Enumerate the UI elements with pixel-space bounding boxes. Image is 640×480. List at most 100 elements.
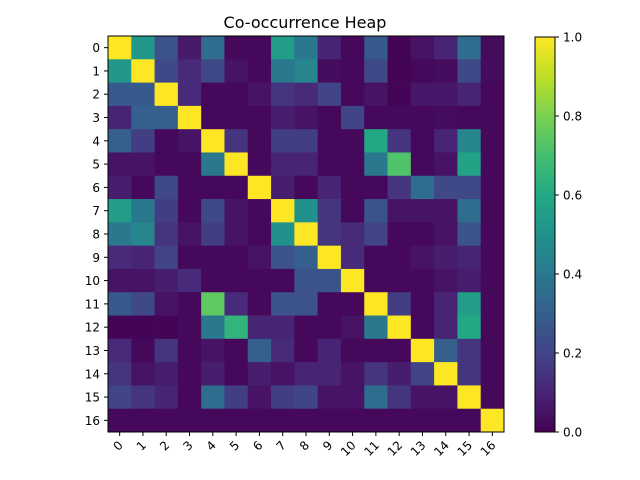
heatmap-cell-11-1 (131, 292, 155, 316)
y-tick-label: 4 (92, 134, 100, 148)
heatmap-cells (108, 36, 505, 433)
heatmap-cell-9-0 (108, 245, 132, 270)
heatmap-cell-13-1 (131, 338, 155, 363)
heatmap-cell-14-0 (108, 362, 132, 386)
heatmap-cell-6-6 (247, 175, 272, 200)
heatmap-cell-16-16 (480, 408, 505, 433)
heatmap-cell-2-16 (480, 82, 505, 107)
heatmap-cell-9-13 (410, 245, 435, 270)
heatmap-cell-5-8 (294, 152, 319, 177)
heatmap-cell-0-1 (131, 36, 155, 60)
heatmap-cell-10-12 (387, 268, 412, 293)
heatmap-cell-6-0 (108, 175, 132, 200)
heatmap-cell-11-8 (294, 292, 319, 316)
heatmap-cell-10-6 (247, 268, 272, 293)
heatmap-cell-2-2 (154, 82, 179, 107)
heatmap-cell-9-8 (294, 245, 319, 270)
y-tick-label: 10 (85, 274, 100, 288)
heatmap-cell-5-15 (457, 152, 482, 177)
heatmap-cell-10-9 (317, 268, 342, 293)
heatmap-cell-6-5 (224, 175, 249, 200)
heatmap-cell-13-9 (317, 338, 342, 363)
heatmap-cell-4-0 (108, 129, 132, 153)
heatmap-cell-0-5 (224, 36, 249, 60)
heatmap-cell-13-7 (271, 338, 295, 363)
heatmap-cell-8-12 (387, 222, 412, 247)
x-tick-label: 5 (227, 438, 242, 453)
heatmap-cell-4-1 (131, 129, 155, 153)
heatmap-cell-13-0 (108, 338, 132, 363)
heatmap-cell-0-9 (317, 36, 342, 60)
heatmap-cell-2-15 (457, 82, 482, 107)
heatmap-cell-13-12 (387, 338, 412, 363)
heatmap-cell-5-11 (364, 152, 388, 177)
heatmap-cell-1-3 (177, 59, 202, 83)
heatmap-cell-13-2 (154, 338, 179, 363)
heatmap-cell-16-7 (271, 408, 295, 433)
chart-title: Co-occurrence Heap (224, 13, 387, 32)
heatmap-cell-14-5 (224, 362, 249, 386)
heatmap-cell-12-9 (317, 315, 342, 340)
heatmap-cell-7-1 (131, 199, 155, 223)
heatmap-cell-14-15 (457, 362, 482, 386)
heatmap-cell-4-10 (340, 129, 365, 153)
heatmap-cell-4-6 (247, 129, 272, 153)
heatmap-cell-4-7 (271, 129, 295, 153)
heatmap-cell-7-14 (434, 199, 458, 223)
y-tick-label: 0 (92, 41, 100, 55)
heatmap-cell-13-14 (434, 338, 458, 363)
heatmap-cell-2-3 (177, 82, 202, 107)
heatmap-cell-1-2 (154, 59, 179, 83)
heatmap-cell-7-7 (271, 199, 295, 223)
heatmap-cell-8-6 (247, 222, 272, 247)
heatmap-cell-3-13 (410, 105, 435, 130)
heatmap-cell-6-15 (457, 175, 482, 200)
heatmap-cell-16-10 (340, 408, 365, 433)
heatmap-cell-6-3 (177, 175, 202, 200)
heatmap-cell-14-4 (201, 362, 225, 386)
heatmap-cell-1-12 (387, 59, 412, 83)
heatmap-cell-1-6 (247, 59, 272, 83)
heatmap-cell-11-10 (340, 292, 365, 316)
heatmap-cell-14-8 (294, 362, 319, 386)
heatmap-cell-16-9 (317, 408, 342, 433)
heatmap-cell-11-15 (457, 292, 482, 316)
heatmap-cell-7-3 (177, 199, 202, 223)
heatmap-cell-9-15 (457, 245, 482, 270)
heatmap-cell-14-3 (177, 362, 202, 386)
heatmap-cell-13-4 (201, 338, 225, 363)
heatmap-cell-16-11 (364, 408, 388, 433)
heatmap-cell-10-7 (271, 268, 295, 293)
heatmap-cell-10-13 (410, 268, 435, 293)
heatmap-cell-14-7 (271, 362, 295, 386)
x-tick-label: 6 (250, 438, 265, 453)
heatmap-cell-3-1 (131, 105, 155, 130)
heatmap-cell-12-8 (294, 315, 319, 340)
heatmap-cell-4-13 (410, 129, 435, 153)
heatmap-cell-12-7 (271, 315, 295, 340)
heatmap-cell-12-15 (457, 315, 482, 340)
heatmap-cell-5-12 (387, 152, 412, 177)
x-tick-label: 4 (204, 438, 219, 453)
heatmap-cell-7-8 (294, 199, 319, 223)
heatmap-cell-6-13 (410, 175, 435, 200)
x-tick-label: 9 (320, 438, 335, 453)
heatmap-cell-15-12 (387, 385, 412, 410)
heatmap-cell-14-10 (340, 362, 365, 386)
heatmap-cell-9-4 (201, 245, 225, 270)
heatmap-cell-3-15 (457, 105, 482, 130)
heatmap-cell-10-11 (364, 268, 388, 293)
heatmap-cell-13-16 (480, 338, 505, 363)
heatmap-cell-11-9 (317, 292, 342, 316)
heatmap-cell-1-7 (271, 59, 295, 83)
heatmap-cell-14-13 (410, 362, 435, 386)
heatmap-cell-0-4 (201, 36, 225, 60)
x-tick-label: 10 (338, 438, 359, 459)
heatmap-cell-14-16 (480, 362, 505, 386)
heatmap-cell-1-4 (201, 59, 225, 83)
heatmap-cell-7-10 (340, 199, 365, 223)
heatmap-cell-15-7 (271, 385, 295, 410)
y-tick-label: 14 (85, 367, 100, 381)
heatmap-cell-1-1 (131, 59, 155, 83)
heatmap-cell-16-8 (294, 408, 319, 433)
